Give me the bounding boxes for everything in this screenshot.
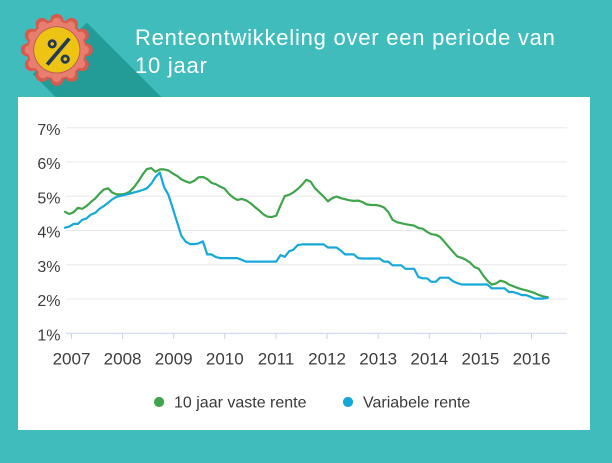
svg-text:2009: 2009 [155,349,193,368]
svg-text:5%: 5% [37,190,60,207]
svg-text:2014: 2014 [410,349,448,368]
svg-text:4%: 4% [37,225,60,242]
svg-text:Variabele rente: Variabele rente [363,395,470,412]
svg-text:2015: 2015 [461,349,499,368]
svg-text:2010: 2010 [206,349,244,368]
svg-text:6%: 6% [37,156,60,173]
svg-text:2013: 2013 [359,349,397,368]
svg-text:2011: 2011 [258,349,295,368]
svg-text:1%: 1% [37,327,60,344]
svg-text:7%: 7% [37,122,60,139]
svg-text:10 jaar vaste rente: 10 jaar vaste rente [174,395,307,412]
svg-text:2007: 2007 [53,349,91,368]
svg-text:3%: 3% [37,259,60,276]
svg-text:2008: 2008 [104,349,142,368]
svg-text:2%: 2% [37,293,60,310]
svg-text:2012: 2012 [308,349,346,368]
svg-text:2016: 2016 [513,349,551,368]
